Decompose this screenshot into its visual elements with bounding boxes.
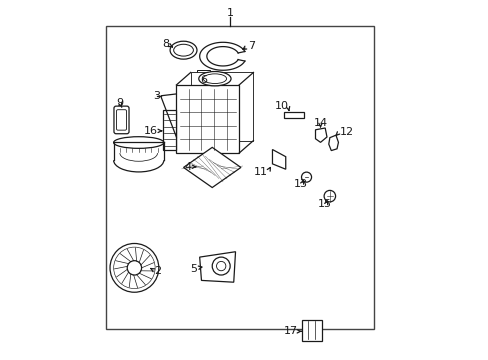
Ellipse shape <box>113 137 163 148</box>
Polygon shape <box>328 135 338 150</box>
Text: 4: 4 <box>184 162 191 172</box>
Text: 15: 15 <box>318 199 331 210</box>
Text: 13: 13 <box>294 179 307 189</box>
Bar <box>163 110 176 149</box>
Text: 6: 6 <box>200 75 206 85</box>
Polygon shape <box>315 128 326 142</box>
Bar <box>106 26 373 329</box>
Text: 9: 9 <box>116 98 123 108</box>
Polygon shape <box>272 149 285 169</box>
Bar <box>190 72 253 140</box>
Text: 3: 3 <box>153 91 160 101</box>
Bar <box>176 85 239 153</box>
Polygon shape <box>199 252 235 282</box>
Bar <box>284 112 303 118</box>
Ellipse shape <box>198 72 230 86</box>
Text: 17: 17 <box>283 326 297 336</box>
Text: 14: 14 <box>313 118 327 128</box>
Text: 16: 16 <box>143 126 158 136</box>
Circle shape <box>110 243 159 292</box>
Text: 11: 11 <box>253 167 267 177</box>
Text: 7: 7 <box>247 41 255 50</box>
Text: 2: 2 <box>154 266 161 276</box>
Text: 10: 10 <box>275 101 288 111</box>
Text: 8: 8 <box>162 40 169 49</box>
Text: 5: 5 <box>189 264 196 274</box>
Text: 12: 12 <box>339 127 353 136</box>
Text: 1: 1 <box>226 8 233 18</box>
Polygon shape <box>183 147 241 188</box>
Bar <box>301 320 321 341</box>
Bar <box>196 70 209 78</box>
